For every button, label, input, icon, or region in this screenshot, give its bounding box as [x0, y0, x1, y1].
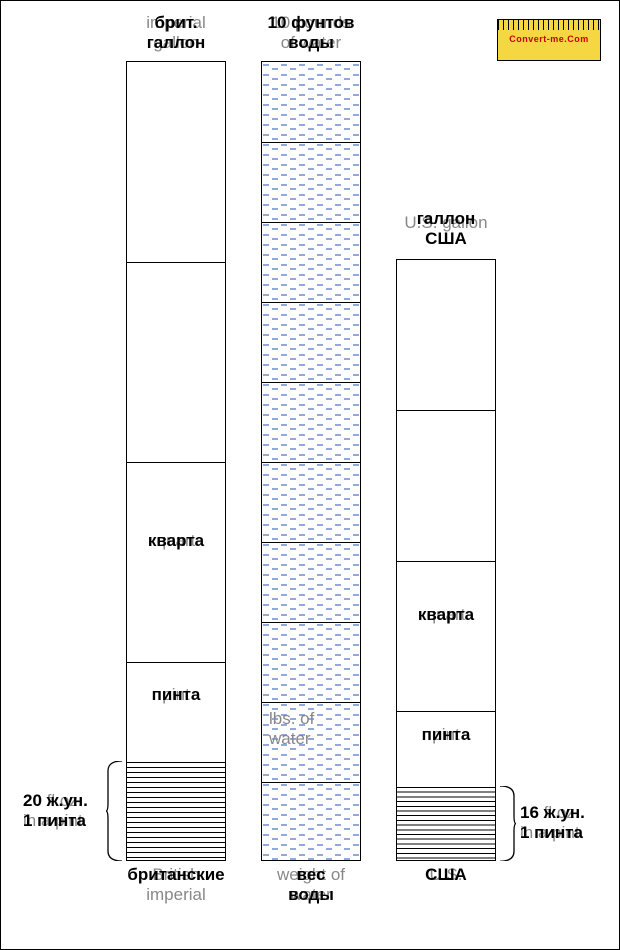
label: кварта — [131, 531, 221, 551]
label: 16 ж.ун. 1 пинта — [520, 803, 620, 842]
imperial-column — [126, 61, 226, 861]
us-column — [396, 259, 496, 861]
label: 10 фунтов воды — [251, 13, 371, 52]
ruler-label: Convert-me.Com — [498, 34, 600, 44]
ruler-badge: Convert-me.Com — [497, 19, 601, 61]
label: британские — [111, 865, 241, 885]
label: lbs. of water — [269, 709, 353, 748]
ruler-ticks — [498, 20, 600, 30]
brace — [500, 786, 516, 861]
label: вес воды — [251, 865, 371, 904]
label: брит. галлон — [121, 13, 231, 52]
label: галлон США — [386, 209, 506, 248]
label: США — [386, 865, 506, 885]
label: кварта — [401, 605, 491, 625]
label: пинта — [401, 725, 491, 745]
diagram-canvas: Convert-me.Com imperial gallonбрит. галл… — [0, 0, 620, 950]
label: 20 ж.ун. 1 пинта — [23, 791, 123, 830]
label: пинта — [131, 685, 221, 705]
